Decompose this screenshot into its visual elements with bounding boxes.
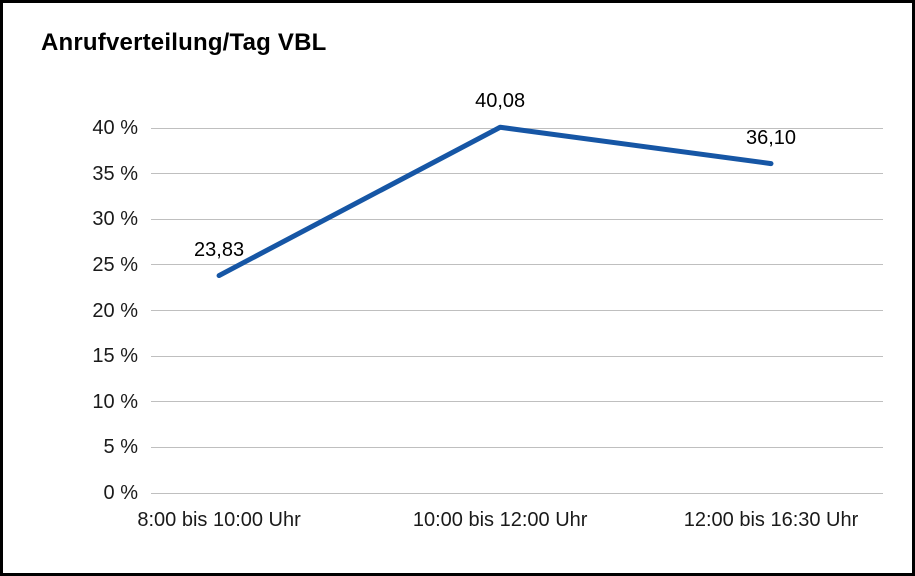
gridline <box>151 173 883 175</box>
y-axis-tick-label: 25 % <box>92 253 138 276</box>
y-axis-tick-label: 5 % <box>103 436 138 459</box>
chart-title: Anrufverteilung/Tag VBL <box>41 29 327 56</box>
y-axis-tick-label: 10 % <box>92 390 138 413</box>
y-axis-tick-label: 20 % <box>92 299 138 322</box>
gridline <box>151 492 883 494</box>
gridline <box>151 355 883 357</box>
gridline <box>151 264 883 266</box>
gridline <box>151 401 883 403</box>
data-point-label: 36,10 <box>745 126 797 149</box>
series-line <box>216 124 774 279</box>
gridline <box>151 446 883 448</box>
y-axis-tick-label: 0 % <box>103 482 138 504</box>
y-axis-tick-label: 40 % <box>92 117 138 139</box>
y-axis-tick-label: 15 % <box>92 345 138 368</box>
x-axis-category-label: 10:00 bis 12:00 Uhr <box>412 509 588 531</box>
data-point-label: 40,08 <box>475 90 526 113</box>
gridline <box>151 310 883 311</box>
y-axis-tick-label: 30 % <box>92 208 138 231</box>
x-axis-category-label: 12:00 bis 16:30 Uhr <box>683 509 859 531</box>
gridline <box>151 218 883 220</box>
data-point-label: 23,83 <box>194 238 245 261</box>
line-series-svg <box>216 124 774 279</box>
x-axis-category-label: 8:00 bis 10:00 Uhr <box>137 509 301 531</box>
y-axis-tick-label: 35 % <box>92 162 138 185</box>
